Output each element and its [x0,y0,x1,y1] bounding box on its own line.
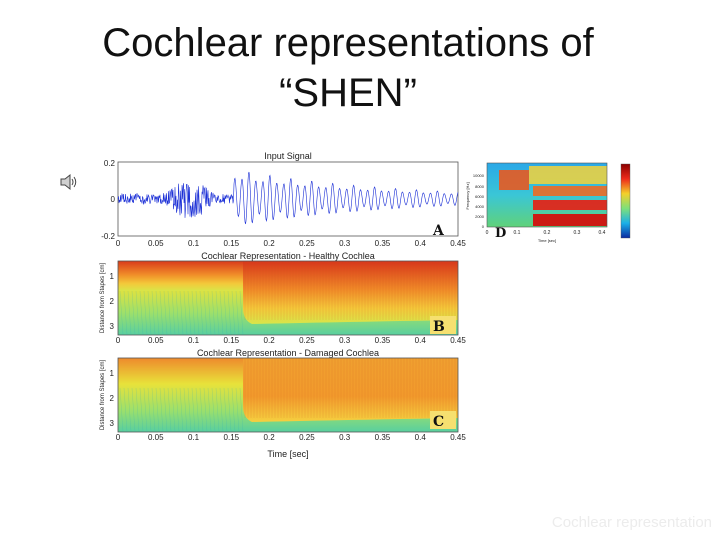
x-tick: 0.2 [264,239,276,248]
waveform-line [117,171,459,225]
y-tick: 6000 [475,194,485,199]
panel-c-ylabel: Distance from Stapes [cm] [100,359,106,430]
panel-a: Input Signal 0 0.05 0.1 0.15 0.2 0.25 0.3 0.35 0… [101,151,466,248]
panel-a-y-ticks: 0.2 0 -0.2 [101,159,115,241]
y-tick: 4000 [475,204,485,209]
x-tick: 0 [116,239,121,248]
x-tick: 0.3 [339,433,351,442]
x-tick: 0.4 [415,239,427,248]
panel-d: 10000 8000 6000 4000 2000 0 Frequency [H… [465,162,631,243]
x-tick: 0.45 [450,239,466,248]
x-tick: 0.4 [599,230,606,236]
x-tick: 0.2 [264,336,276,345]
panel-b-texture [119,261,456,336]
panel-b-label: B [433,319,445,335]
panel-b-title: Cochlear Representation - Healthy Cochle… [201,251,375,261]
panel-a-title: Input Signal [264,151,312,161]
panel-c-label: C [433,414,444,430]
x-tick: 0.05 [148,433,164,442]
speaker-icon[interactable] [60,172,78,192]
x-tick: 0.3 [574,230,581,236]
panel-d-label: D [495,226,506,241]
y-tick: 3 [110,419,115,428]
x-tick: 0.25 [299,336,315,345]
x-tick: 0.35 [375,433,391,442]
x-tick: 0.15 [224,433,240,442]
x-tick: 0.05 [148,336,164,345]
x-tick: 0 [486,230,489,236]
panel-c-title: Cochlear Representation - Damaged Cochle… [197,348,379,358]
panel-d-ylabel: Frequency [Hz] [465,182,470,209]
x-tick: 0.15 [224,239,240,248]
panel-a-x-ticks: 0 0.05 0.1 0.15 0.2 0.25 0.3 0.35 0.4 0.45 [116,239,467,248]
y-tick: 2 [110,394,115,403]
x-tick: 0.2 [544,230,551,236]
x-tick: 0.4 [415,433,427,442]
x-tick: 0.3 [339,336,351,345]
y-tick: -0.2 [101,232,115,241]
x-tick: 0.45 [450,336,466,345]
x-tick: 0.05 [148,239,164,248]
slide-title-line-2: “SHEN” [279,71,417,115]
panel-c: Cochlear Representation - Damaged Cochle… [100,348,466,459]
y-tick: 0.2 [104,159,116,168]
panel-b: Cochlear Representation - Healthy Cochle… [100,251,466,345]
y-tick: 0 [111,195,116,204]
x-tick: 0.35 [375,336,391,345]
y-tick: 2 [110,297,115,306]
x-tick: 0.1 [188,336,200,345]
x-tick: 0.15 [224,336,240,345]
x-tick: 0.35 [375,239,391,248]
x-tick: 0.2 [264,433,276,442]
panel-b-x-ticks: 0 0.05 0.1 0.15 0.2 0.25 0.3 0.35 0.4 0.45 [116,336,467,345]
x-tick: 0 [116,433,121,442]
x-tick: 0.1 [514,230,521,236]
x-tick: 0.1 [188,433,200,442]
waveform [117,171,459,225]
x-tick: 0.3 [339,239,351,248]
y-tick: 1 [110,369,115,378]
x-tick: 0.1 [188,239,200,248]
slide-title-line-1: Cochlear representations of [102,21,594,65]
panel-c-xlabel: Time [sec] [267,449,308,459]
panel-c-texture [119,358,456,433]
figure: Input Signal 0 0.05 0.1 0.15 0.2 0.25 0.3 0.35 0… [100,151,466,459]
y-tick: 0 [482,224,485,229]
y-tick: 1 [110,272,115,281]
panel-a-label: A [432,223,445,239]
y-tick: 3 [110,322,115,331]
x-tick: 0.45 [450,433,466,442]
panel-c-x-ticks: 0 0.05 0.1 0.15 0.2 0.25 0.3 0.35 0.4 0.45 [116,433,467,442]
y-tick: 10000 [473,173,485,178]
x-tick: 0 [116,336,121,345]
slide-title: Cochlear representations of “SHEN” [0,18,696,118]
footer-text: Cochlear representation [551,514,712,531]
y-tick: 2000 [475,214,485,219]
panel-b-ylabel: Distance from Stapes [cm] [100,262,106,333]
x-tick: 0.25 [299,239,315,248]
x-tick: 0.4 [415,336,427,345]
panel-d-xlabel: Time [sec] [538,238,556,243]
x-tick: 0.25 [299,433,315,442]
y-tick: 8000 [475,184,485,189]
